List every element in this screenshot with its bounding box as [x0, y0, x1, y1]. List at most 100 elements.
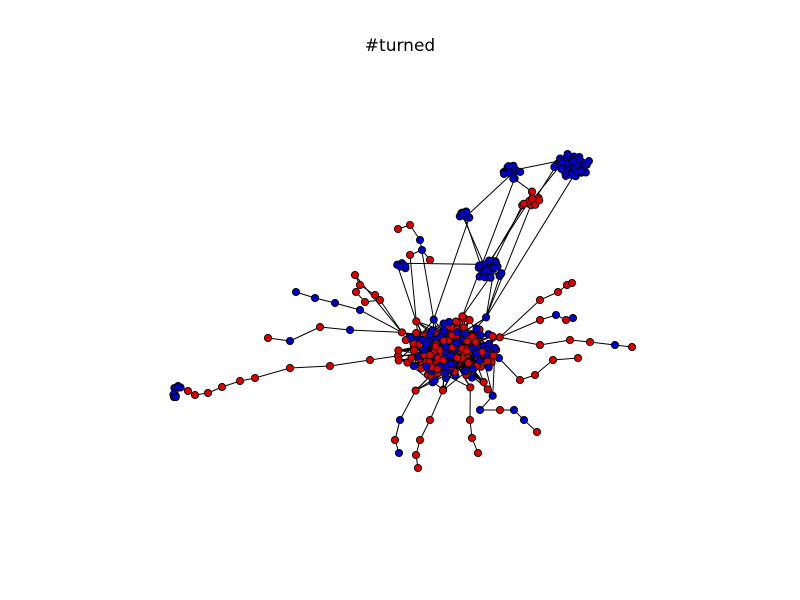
- graph-node-red: [285, 363, 295, 373]
- graph-node-red: [488, 332, 497, 341]
- graph-node-red: [315, 322, 325, 332]
- graph-node-red: [535, 315, 545, 325]
- graph-edge: [254, 367, 291, 379]
- graph-node-blue: [452, 339, 461, 348]
- graph-edge: [499, 336, 541, 346]
- graph-node-blue: [486, 273, 495, 282]
- graph-edge: [289, 365, 331, 369]
- graph-edge: [396, 264, 417, 322]
- graph-node-blue: [429, 315, 438, 324]
- graph-edge: [539, 339, 571, 346]
- graph-node-red: [250, 373, 260, 383]
- graph-node-blue: [467, 373, 477, 382]
- graph-node-red: [458, 312, 467, 321]
- graph-edge: [499, 319, 541, 338]
- graph-node-blue: [430, 376, 439, 385]
- graph-node-blue: [610, 340, 620, 350]
- graph-node-blue: [401, 262, 410, 271]
- graph-node-red: [530, 370, 540, 380]
- graph-node-blue: [441, 342, 450, 352]
- graph-node-red: [183, 386, 193, 396]
- graph-node-red: [483, 385, 492, 394]
- graph-node-red: [561, 315, 571, 325]
- graph-node-blue: [476, 330, 485, 340]
- graph-node-red: [535, 295, 545, 305]
- graph-node-blue: [407, 333, 416, 342]
- graph-node-blue: [509, 161, 518, 170]
- graph-node-blue: [557, 164, 566, 174]
- graph-node-red: [415, 435, 425, 445]
- graph-edge: [485, 161, 583, 318]
- graph-node-blue: [439, 319, 448, 328]
- graph-node-blue: [519, 415, 529, 425]
- graph-edge: [289, 326, 321, 342]
- graph-edge: [461, 178, 516, 317]
- graph-node-red: [411, 386, 420, 395]
- graph-node-red: [407, 353, 416, 362]
- graph-node-red: [532, 427, 542, 437]
- graph-node-blue: [551, 310, 561, 320]
- graph-node-blue: [499, 169, 509, 179]
- graph-node-red: [567, 278, 577, 288]
- graph-node-red: [411, 450, 421, 460]
- graph-node-blue: [285, 336, 295, 346]
- graph-node-red: [451, 317, 461, 326]
- graph-node-blue: [461, 329, 470, 338]
- graph-node-blue: [453, 328, 462, 337]
- graph-node-red: [467, 433, 477, 443]
- graph-node-red: [489, 351, 498, 360]
- graph-node-red: [190, 390, 200, 400]
- graph-node-red: [548, 355, 558, 365]
- graph-node-red: [412, 317, 421, 326]
- graph-node-red: [394, 356, 403, 365]
- graph-node-red: [433, 365, 442, 374]
- graph-edge: [379, 299, 403, 333]
- graph-node-blue: [171, 393, 180, 402]
- graph-edge: [409, 254, 417, 322]
- graph-node-red: [263, 333, 273, 343]
- graph-edge: [369, 355, 399, 361]
- graph-node-red: [465, 315, 474, 325]
- graph-node-red: [495, 333, 504, 342]
- graph-node-blue: [417, 245, 427, 255]
- graph-edge: [552, 357, 579, 361]
- graph-edge: [589, 341, 616, 346]
- graph-node-blue: [557, 157, 566, 166]
- graph-node-blue: [509, 174, 518, 183]
- graph-node-red: [466, 383, 475, 392]
- graph-node-red: [528, 187, 537, 196]
- graph-node-red: [405, 250, 415, 260]
- graph-node-red: [495, 405, 505, 415]
- graph-node-red: [203, 388, 213, 398]
- graph-edge: [433, 217, 470, 320]
- graph-node-red: [565, 335, 575, 345]
- graph-node-red: [471, 337, 480, 347]
- graph-node-blue: [291, 287, 301, 297]
- graph-node-blue: [485, 256, 494, 265]
- graph-node-red: [464, 358, 473, 367]
- graph-node-red: [479, 378, 488, 387]
- graph-edge: [399, 390, 417, 421]
- graph-node-red: [553, 287, 563, 297]
- graph-node-red: [410, 346, 419, 355]
- graph-node-red: [519, 199, 528, 208]
- graph-node-red: [515, 375, 525, 385]
- graph-node-red: [351, 287, 361, 297]
- node-layer: [169, 149, 637, 473]
- graph-edge: [319, 326, 351, 331]
- graph-node-red: [462, 347, 471, 356]
- graph-node-red: [394, 346, 403, 355]
- graph-node-red: [405, 220, 415, 230]
- graph-node-blue: [488, 391, 497, 400]
- graph-node-red: [235, 376, 245, 386]
- graph-node-red: [393, 224, 403, 234]
- graph-node-blue: [469, 365, 478, 374]
- graph-node-blue: [174, 383, 183, 392]
- graph-node-blue: [516, 167, 525, 176]
- graph-node-blue: [568, 313, 578, 323]
- graph-edge: [349, 329, 402, 333]
- graph-node-blue: [584, 157, 593, 166]
- graph-node-red: [535, 340, 545, 350]
